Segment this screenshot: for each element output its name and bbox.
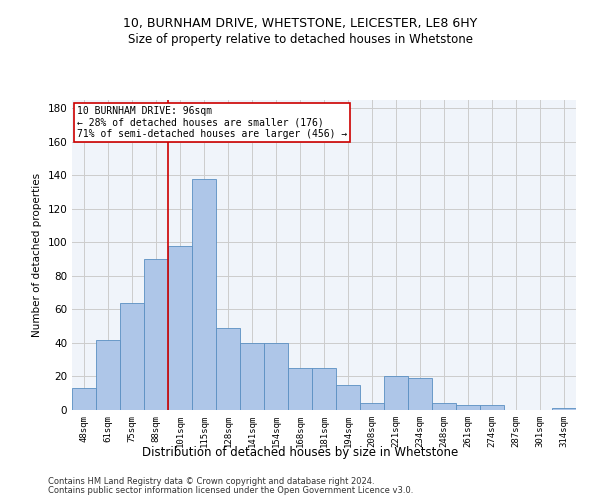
Bar <box>264 343 288 410</box>
Bar <box>144 259 168 410</box>
Bar <box>312 368 336 410</box>
Bar <box>552 408 576 410</box>
Bar <box>192 179 216 410</box>
Bar <box>96 340 120 410</box>
Text: 10 BURNHAM DRIVE: 96sqm
← 28% of detached houses are smaller (176)
71% of semi-d: 10 BURNHAM DRIVE: 96sqm ← 28% of detache… <box>77 106 347 140</box>
Text: Distribution of detached houses by size in Whetstone: Distribution of detached houses by size … <box>142 446 458 459</box>
Bar <box>72 388 96 410</box>
Bar <box>168 246 192 410</box>
Bar <box>408 378 432 410</box>
Bar <box>120 303 144 410</box>
Bar <box>216 328 240 410</box>
Text: Contains HM Land Registry data © Crown copyright and database right 2024.: Contains HM Land Registry data © Crown c… <box>48 477 374 486</box>
Y-axis label: Number of detached properties: Number of detached properties <box>32 173 42 337</box>
Bar <box>384 376 408 410</box>
Bar <box>432 404 456 410</box>
Bar <box>336 385 360 410</box>
Text: 10, BURNHAM DRIVE, WHETSTONE, LEICESTER, LE8 6HY: 10, BURNHAM DRIVE, WHETSTONE, LEICESTER,… <box>123 18 477 30</box>
Bar <box>456 405 480 410</box>
Bar <box>360 404 384 410</box>
Text: Size of property relative to detached houses in Whetstone: Size of property relative to detached ho… <box>128 32 473 46</box>
Text: Contains public sector information licensed under the Open Government Licence v3: Contains public sector information licen… <box>48 486 413 495</box>
Bar <box>288 368 312 410</box>
Bar <box>480 405 504 410</box>
Bar <box>240 343 264 410</box>
